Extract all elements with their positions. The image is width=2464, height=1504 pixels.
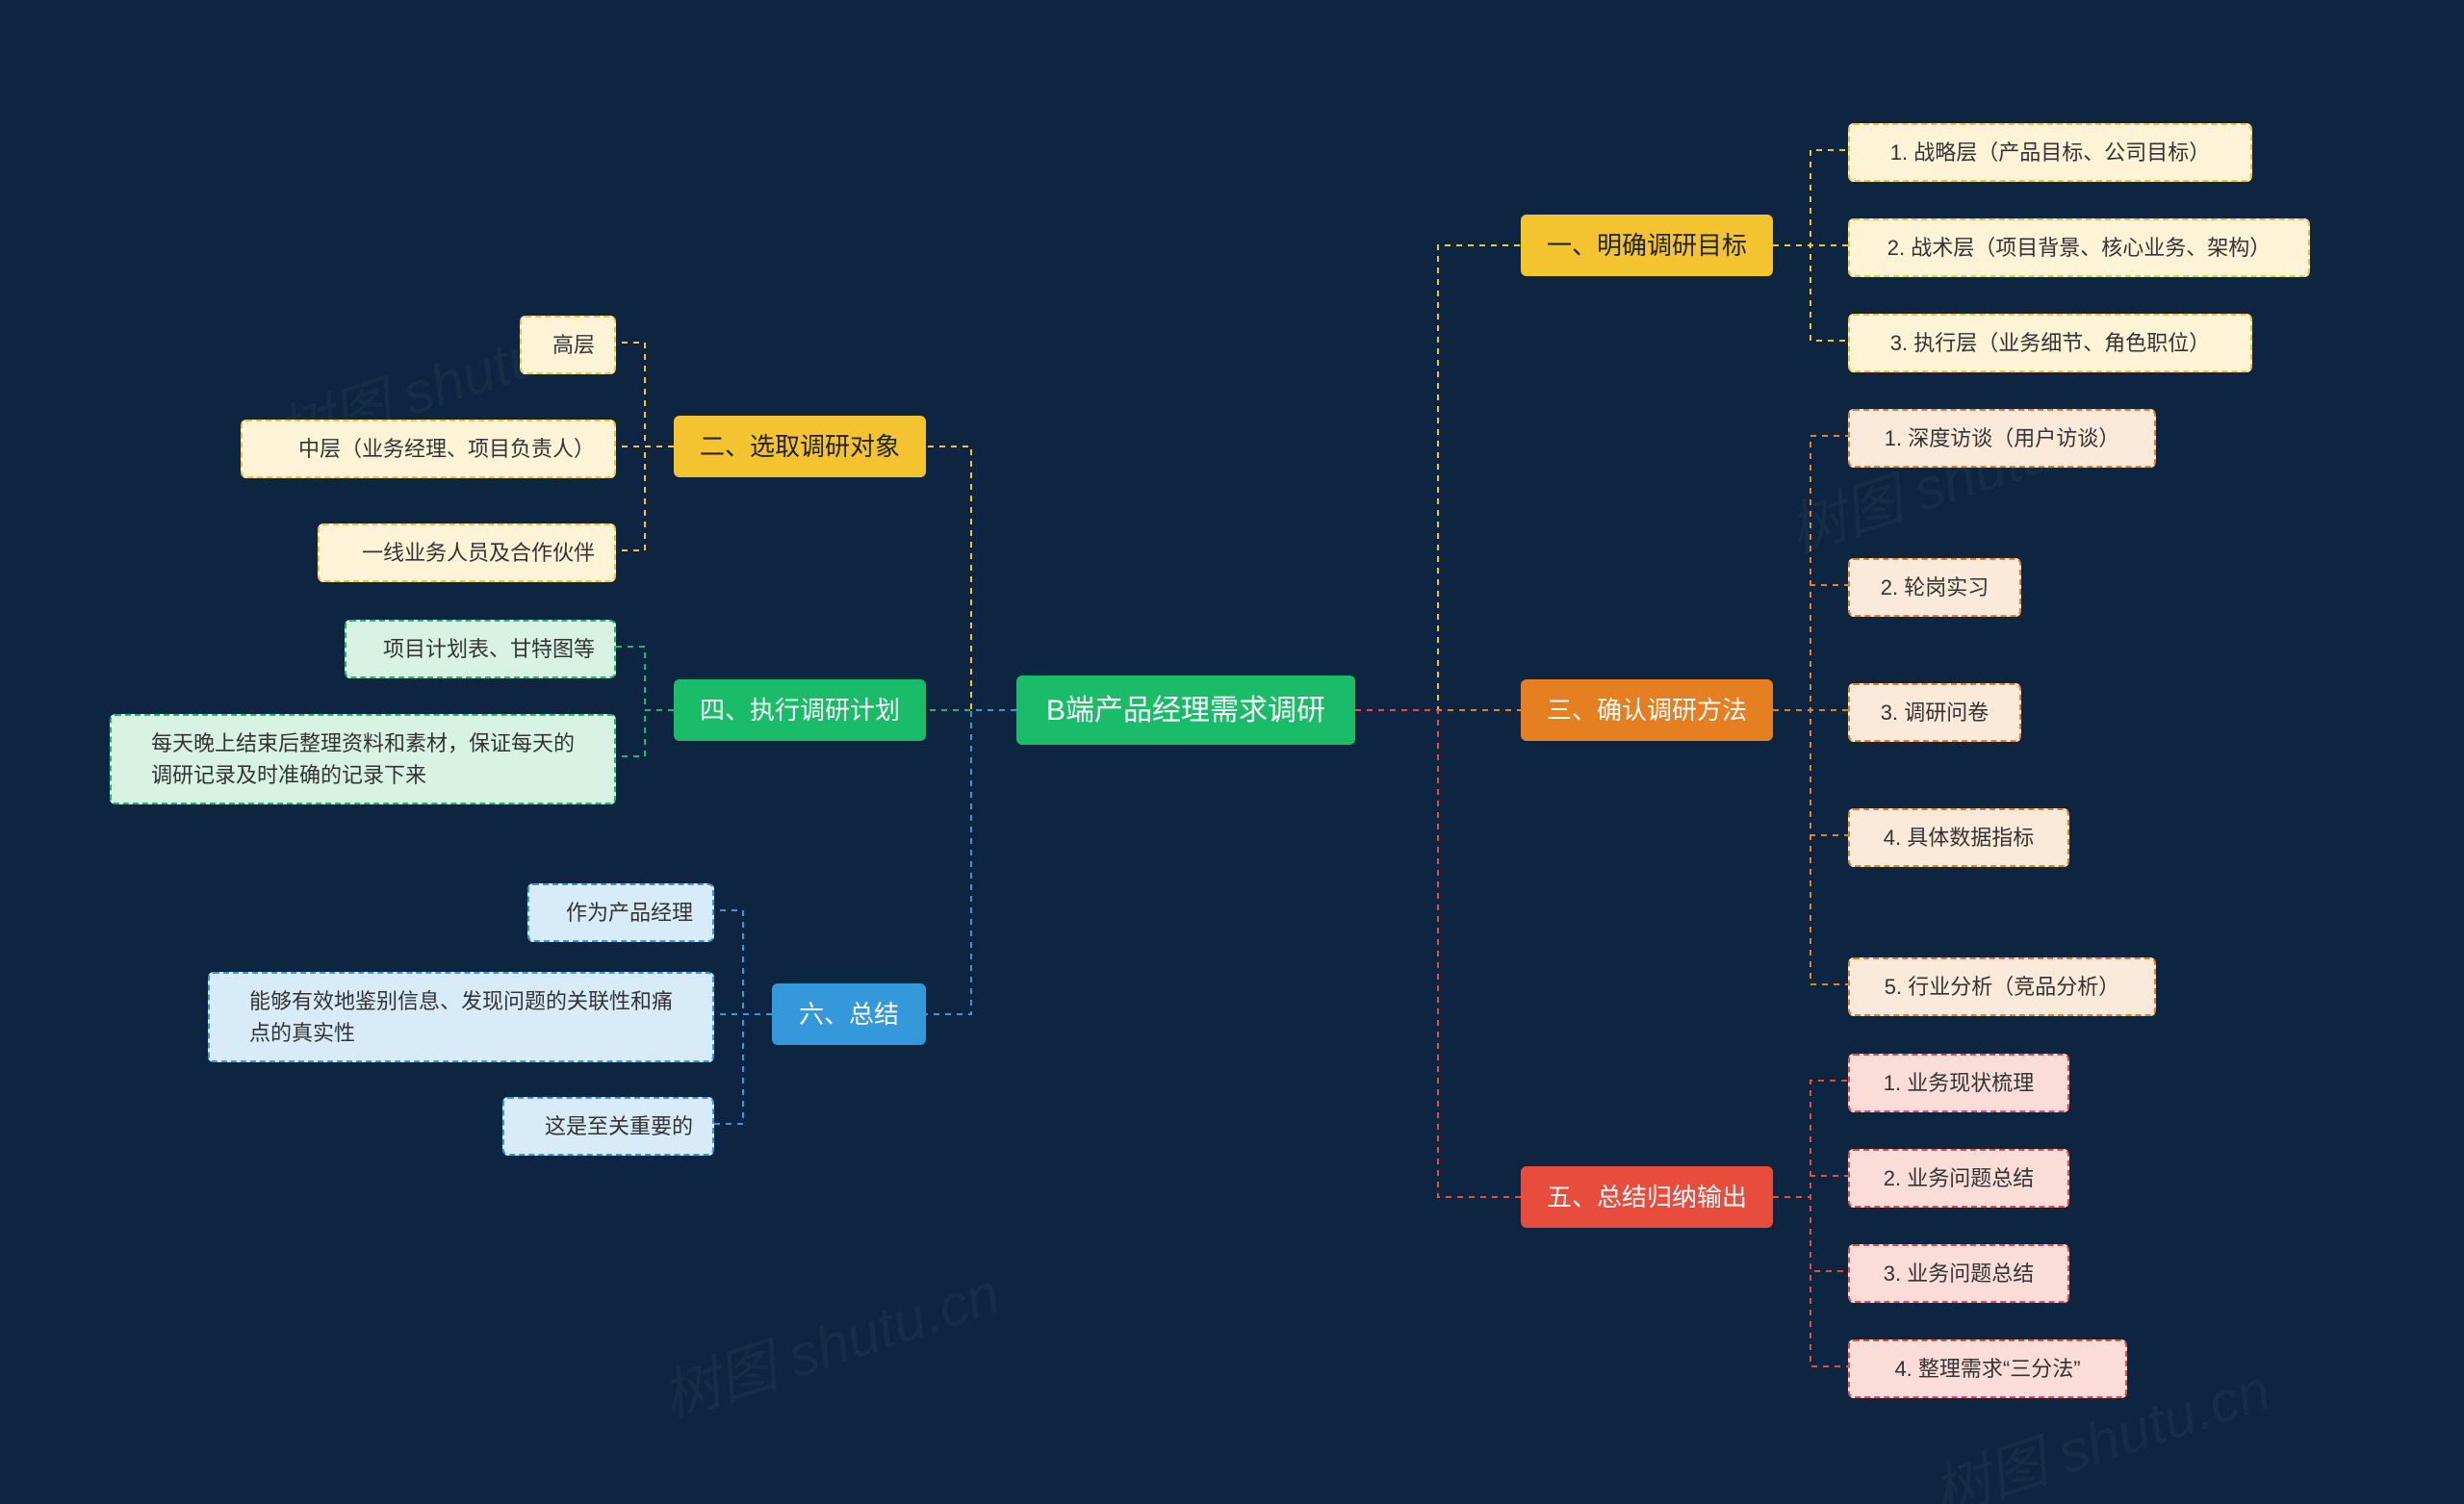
connector xyxy=(1773,436,1848,710)
b6l2-node: 能够有效地鉴别信息、发现问题的关联性和痛 点的真实性 xyxy=(208,972,714,1062)
b5l2-node: 2. 业务问题总结 xyxy=(1848,1149,2069,1208)
b3l2-node: 2. 轮岗实习 xyxy=(1848,558,2021,617)
b5l3-node: 3. 业务问题总结 xyxy=(1848,1244,2069,1303)
connector xyxy=(616,647,674,710)
root-node: B端产品经理需求调研 xyxy=(1016,676,1355,745)
b1l1-node: 1. 战略层（产品目标、公司目标） xyxy=(1848,123,2252,182)
connector xyxy=(616,446,674,550)
connector xyxy=(1773,1197,1848,1366)
connector xyxy=(1773,1176,1848,1197)
b2l1-node: 高层 xyxy=(520,316,616,374)
b3l4-node: 4. 具体数据指标 xyxy=(1848,808,2069,867)
b2-node: 二、选取调研对象 xyxy=(674,416,926,477)
connector xyxy=(616,710,674,756)
b3-node: 三、确认调研方法 xyxy=(1521,679,1773,741)
connector xyxy=(1355,710,1521,1197)
connector xyxy=(616,343,674,446)
b4l1-node: 项目计划表、甘特图等 xyxy=(345,620,616,678)
b3l3-node: 3. 调研问卷 xyxy=(1848,683,2021,742)
connector xyxy=(714,910,772,1014)
b2l2-node: 中层（业务经理、项目负责人） xyxy=(241,420,616,478)
b4l2-node: 每天晚上结束后整理资料和素材，保证每天的 调研记录及时准确的记录下来 xyxy=(110,714,616,804)
connector xyxy=(1773,150,1848,245)
connector xyxy=(1773,1081,1848,1197)
b5l1-node: 1. 业务现状梳理 xyxy=(1848,1054,2069,1112)
connector xyxy=(1773,710,1848,984)
b2l3-node: 一线业务人员及合作伙伴 xyxy=(318,523,616,582)
b1l3-node: 3. 执行层（业务细节、角色职位） xyxy=(1848,314,2252,372)
b6l3-node: 这是至关重要的 xyxy=(502,1097,714,1156)
b5l4-node: 4. 整理需求“三分法” xyxy=(1848,1339,2127,1398)
b6-node: 六、总结 xyxy=(772,983,926,1045)
b5-node: 五、总结归纳输出 xyxy=(1521,1166,1773,1228)
connector xyxy=(926,446,1016,710)
b3l5-node: 5. 行业分析（竞品分析） xyxy=(1848,957,2156,1016)
b1l2-node: 2. 战术层（项目背景、核心业务、架构） xyxy=(1848,218,2310,277)
b6l1-node: 作为产品经理 xyxy=(527,883,714,942)
b1-node: 一、明确调研目标 xyxy=(1521,215,1773,276)
connector xyxy=(1355,245,1521,710)
connector xyxy=(926,710,1016,1014)
connector xyxy=(714,1014,772,1124)
connector xyxy=(1773,245,1848,341)
b3l1-node: 1. 深度访谈（用户访谈） xyxy=(1848,409,2156,468)
b4-node: 四、执行调研计划 xyxy=(674,679,926,741)
connector xyxy=(1773,585,1848,710)
